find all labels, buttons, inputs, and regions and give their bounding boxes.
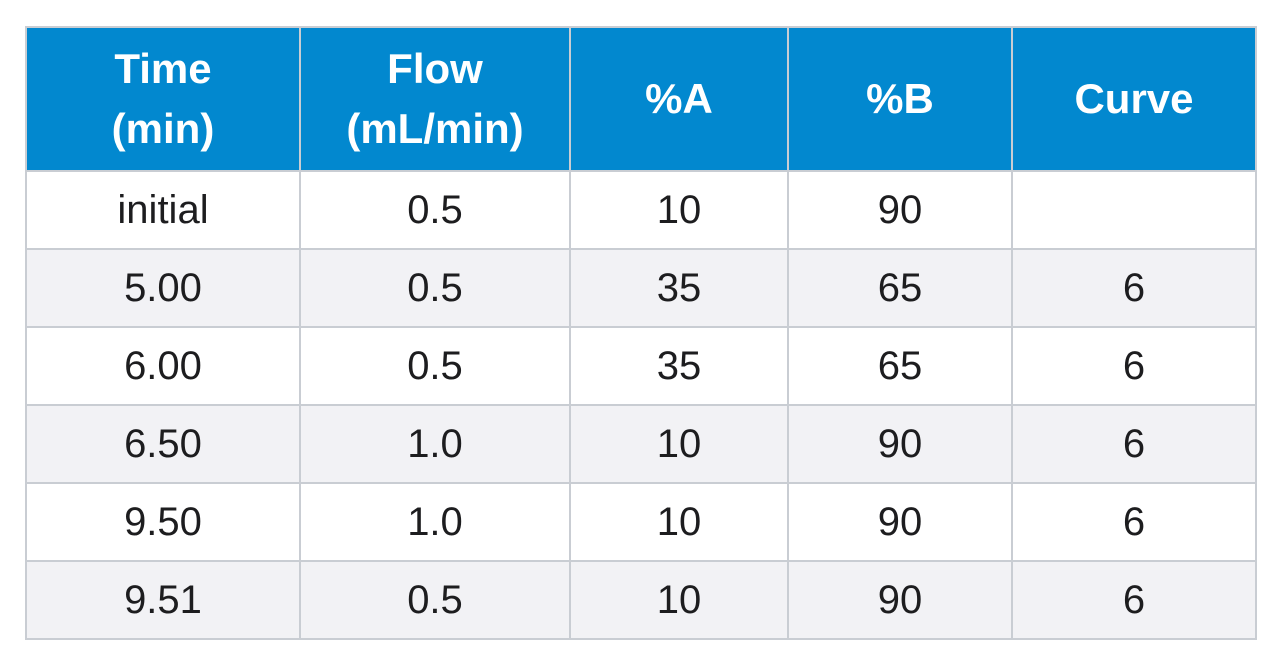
cell-time: 6.50 [25,404,301,484]
cell-flow: 0.5 [299,326,571,406]
header-flow-label: Flow [387,45,483,92]
cell-curve: 6 [1011,326,1257,406]
header-percent-b: %B [787,26,1013,172]
cell-curve: 6 [1011,404,1257,484]
cell-curve: 6 [1011,248,1257,328]
cell-percent-a: 35 [569,326,789,406]
cell-flow: 0.5 [299,560,571,640]
header-percent-a: %A [569,26,789,172]
cell-curve [1011,170,1257,250]
cell-time: 5.00 [25,248,301,328]
cell-curve: 6 [1011,560,1257,640]
table-row: 9.50 1.0 10 90 6 [25,482,1257,562]
gradient-table: Time (min) Flow (mL/min) %A %B Curve [25,26,1257,640]
header-flow-unit: (mL/min) [346,105,524,152]
cell-flow: 1.0 [299,404,571,484]
cell-percent-b: 90 [787,404,1013,484]
header-time: Time (min) [25,26,301,172]
table-row: 6.00 0.5 35 65 6 [25,326,1257,406]
cell-flow: 0.5 [299,248,571,328]
header-percent-a-label: %A [645,75,713,122]
cell-percent-a: 10 [569,560,789,640]
cell-percent-a: 10 [569,482,789,562]
header-percent-b-label: %B [866,75,934,122]
cell-percent-b: 65 [787,248,1013,328]
cell-flow: 0.5 [299,170,571,250]
cell-percent-b: 90 [787,560,1013,640]
cell-time: initial [25,170,301,250]
header-curve: Curve [1011,26,1257,172]
header-curve-label: Curve [1074,75,1194,122]
header-time-label: Time [114,45,212,92]
gradient-table-container: Time (min) Flow (mL/min) %A %B Curve [25,26,1257,640]
cell-time: 9.50 [25,482,301,562]
cell-percent-a: 10 [569,170,789,250]
cell-percent-a: 10 [569,404,789,484]
cell-percent-b: 90 [787,170,1013,250]
header-flow: Flow (mL/min) [299,26,571,172]
cell-flow: 1.0 [299,482,571,562]
table-row: 5.00 0.5 35 65 6 [25,248,1257,328]
table-row: 9.51 0.5 10 90 6 [25,560,1257,640]
cell-time: 9.51 [25,560,301,640]
cell-curve: 6 [1011,482,1257,562]
table-row: initial 0.5 10 90 [25,170,1257,250]
cell-percent-a: 35 [569,248,789,328]
table-row: 6.50 1.0 10 90 6 [25,404,1257,484]
cell-percent-b: 90 [787,482,1013,562]
cell-percent-b: 65 [787,326,1013,406]
table-header-row: Time (min) Flow (mL/min) %A %B Curve [25,26,1257,172]
header-time-unit: (min) [111,105,215,152]
cell-time: 6.00 [25,326,301,406]
